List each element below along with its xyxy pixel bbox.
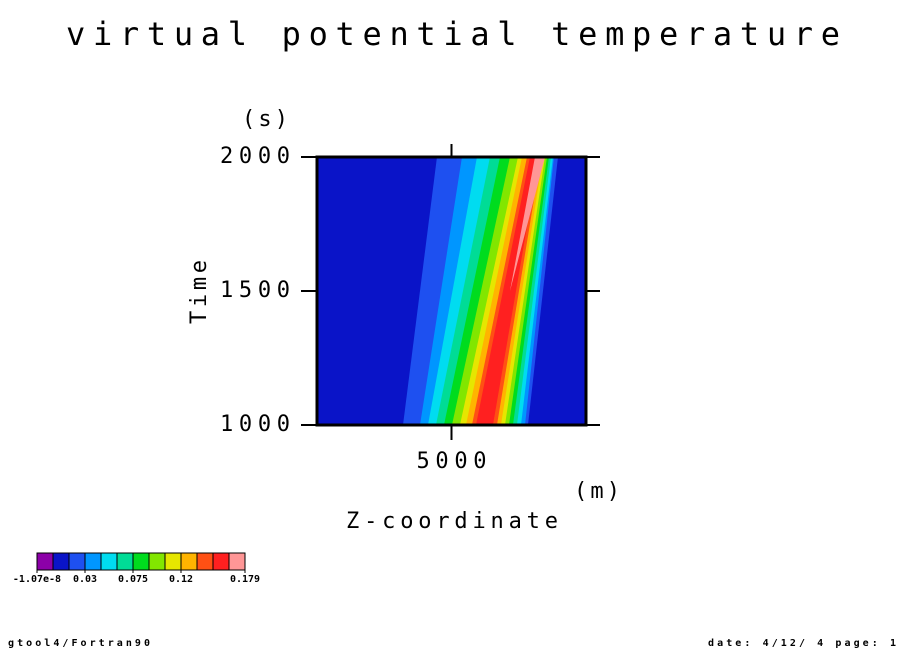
x-tick-label: 5000 [417, 449, 487, 474]
colorbar-label: 0.179 [230, 574, 260, 585]
colorbar-box [84, 552, 102, 571]
colorbar-label: -1.07e-8 [13, 574, 61, 585]
colorbar-box [212, 552, 230, 571]
colorbar-box [36, 552, 54, 571]
colorbar-box [228, 552, 246, 571]
y-tick-label: 1500 [220, 278, 290, 303]
footer-right: date: 4/12/ 4 page: 1 [708, 638, 896, 649]
colorbar-box [180, 552, 198, 571]
contour-band [509, 157, 545, 291]
colorbar-box [196, 552, 214, 571]
colorbar-label: 0.075 [118, 574, 148, 585]
colorbar-box [52, 552, 70, 571]
x-unit: (m) [574, 479, 620, 504]
colorbar-label: 0.03 [73, 574, 97, 585]
colorbar-box [132, 552, 150, 571]
chart-title: virtual potential temperature [66, 15, 840, 53]
x-axis-label: Z-coordinate [346, 509, 558, 534]
colorbar-label: 0.12 [169, 574, 193, 585]
y-tick-label: 1000 [220, 412, 290, 437]
colorbar-box [164, 552, 182, 571]
colorbar-box [100, 552, 118, 571]
y-tick-label: 2000 [220, 144, 290, 169]
colorbar-box [148, 552, 166, 571]
colorbar-box [68, 552, 86, 571]
y-axis-label: Time [187, 260, 212, 324]
y-unit: (s) [242, 107, 288, 132]
colorbar-box [116, 552, 134, 571]
footer-left: gtool4/Fortran90 [8, 638, 150, 649]
